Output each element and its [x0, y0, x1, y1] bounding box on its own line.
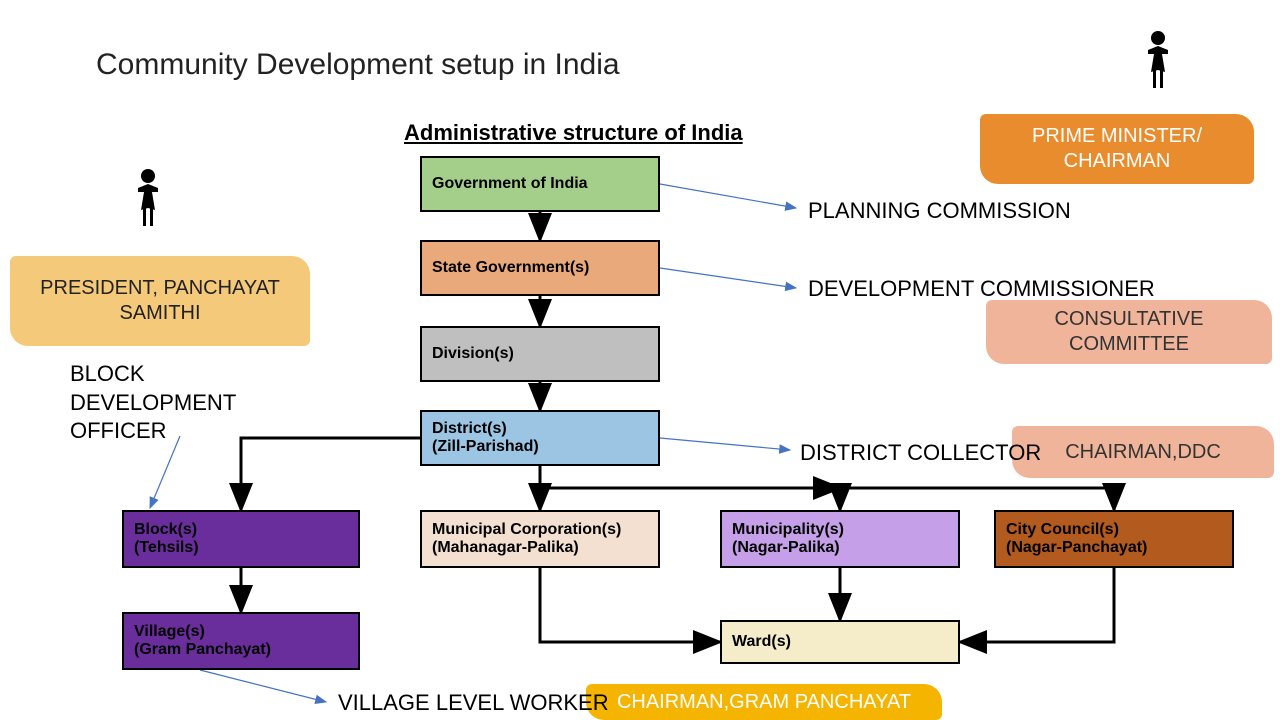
- box-line1: Block(s): [134, 521, 348, 539]
- box-line1: Division(s): [432, 345, 648, 363]
- page-title: Community Development setup in India: [96, 48, 620, 82]
- box-line1: Government of India: [432, 175, 648, 193]
- box-line2: (Gram Panchayat): [134, 641, 348, 659]
- box-line2: (Nagar-Panchayat): [1006, 539, 1222, 557]
- box-mcorp: Municipal Corporation(s)(Mahanagar-Palik…: [420, 510, 660, 568]
- box-municipality: Municipality(s)(Nagar-Palika): [720, 510, 960, 568]
- box-wards: Ward(s): [720, 620, 960, 664]
- box-line1: District(s): [432, 420, 648, 438]
- person-icon: [1138, 30, 1178, 90]
- diagram-subtitle: Administrative structure of India: [404, 120, 743, 146]
- label-planning: PLANNING COMMISSION: [808, 198, 1071, 224]
- banner-president: PRESIDENT, PANCHAYAT SAMITHI: [10, 256, 310, 346]
- label-collector: DISTRICT COLLECTOR: [800, 440, 1041, 466]
- box-line1: Municipality(s): [732, 521, 948, 539]
- box-line2: (Mahanagar-Palika): [432, 539, 648, 557]
- banner-ddc: CHAIRMAN,DDC: [1012, 426, 1274, 478]
- label-bdo: BLOCK DEVELOPMENT OFFICER: [70, 360, 250, 446]
- box-line2: (Nagar-Palika): [732, 539, 948, 557]
- box-citycouncil: City Council(s)(Nagar-Panchayat): [994, 510, 1234, 568]
- box-line1: Ward(s): [732, 633, 948, 651]
- box-district: District(s)(Zill-Parishad): [420, 410, 660, 466]
- person-icon: [128, 168, 168, 228]
- box-line1: City Council(s): [1006, 521, 1222, 539]
- banner-pm: PRIME MINISTER/ CHAIRMAN: [980, 114, 1254, 184]
- banner-gram: CHAIRMAN,GRAM PANCHAYAT: [586, 684, 942, 720]
- box-line2: (Tehsils): [134, 539, 348, 557]
- box-state_gov: State Government(s): [420, 240, 660, 296]
- box-line2: (Zill-Parishad): [432, 438, 648, 456]
- box-village: Village(s)(Gram Panchayat): [122, 612, 360, 670]
- box-block: Block(s)(Tehsils): [122, 510, 360, 568]
- box-line1: Municipal Corporation(s): [432, 521, 648, 539]
- box-line1: State Government(s): [432, 259, 648, 277]
- box-line1: Village(s): [134, 623, 348, 641]
- label-devcom: DEVELOPMENT COMMISSIONER: [808, 276, 1155, 302]
- box-division: Division(s): [420, 326, 660, 382]
- banner-consult: CONSULTATIVE COMMITTEE: [986, 300, 1272, 364]
- label-vlw: VILLAGE LEVEL WORKER: [338, 690, 609, 716]
- box-gov_india: Government of India: [420, 156, 660, 212]
